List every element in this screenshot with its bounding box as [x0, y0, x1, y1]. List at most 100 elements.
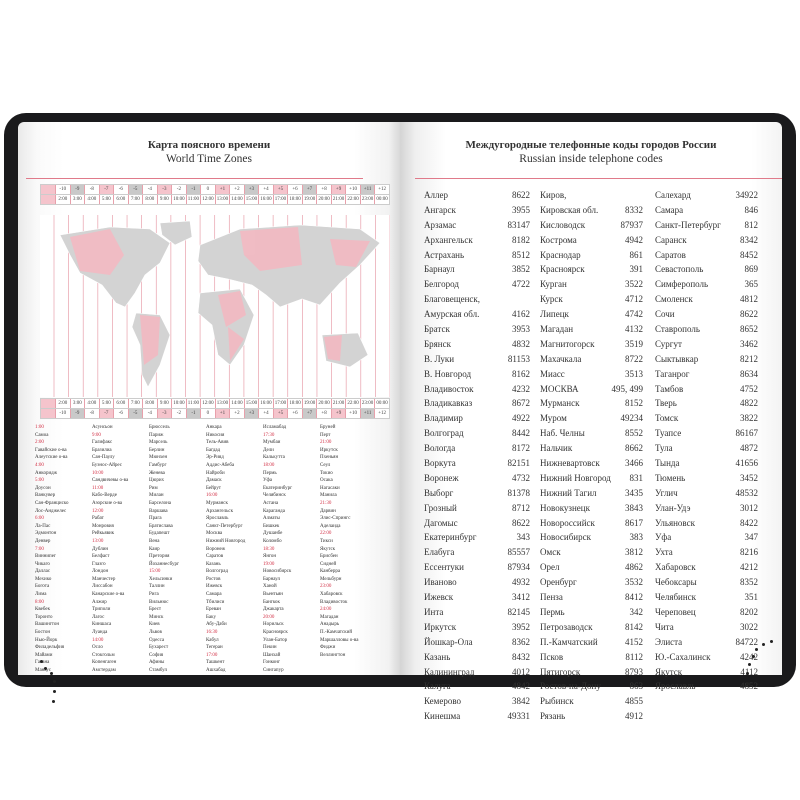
phone-code: 4752	[740, 383, 758, 394]
timezone-offset: +8	[316, 409, 331, 418]
cord-dot	[748, 663, 751, 666]
city-name: Лиссабон	[92, 584, 113, 590]
city-name: Одесса	[149, 637, 165, 643]
city-name: В. Луки	[424, 353, 455, 364]
city-name: Анкоридж	[35, 470, 58, 476]
phone-code: 3955	[512, 204, 530, 215]
phone-code: 84722	[735, 636, 759, 647]
city-column: Бруней Перт 21:00 Иркутск Пхеньян Сеул Токио Ос…	[320, 424, 378, 659]
city-name: Гавайские о-ва	[35, 447, 67, 453]
phone-code: 3532	[625, 577, 643, 588]
phone-code: 8432	[512, 651, 530, 662]
city-name: Миасс	[540, 368, 565, 379]
city-name: Хабаровск	[655, 562, 696, 573]
code-row: Владимир 4922	[424, 411, 530, 426]
city-name: Мурманск	[206, 500, 228, 506]
code-row: Ессентуки 87934	[424, 560, 530, 575]
timezone-offset: +1	[214, 409, 230, 418]
city-name: Архангельск	[424, 234, 473, 245]
title-divider	[415, 178, 782, 179]
city-name: Доусон	[35, 485, 51, 491]
time-heading: 1:00	[35, 425, 44, 430]
timezone-time: 15:00	[243, 399, 259, 408]
cord-dot	[770, 640, 773, 643]
phone-code: 8442	[512, 428, 530, 439]
phone-code: 342	[629, 606, 644, 617]
code-row: Саратов 8452	[655, 248, 758, 263]
city-name: Тында	[655, 458, 680, 469]
city-name: Тюмень	[655, 472, 686, 483]
city-name: Тель-Авив	[206, 440, 229, 446]
phone-code: 8342	[740, 234, 758, 245]
phone-code: 8216	[740, 547, 758, 558]
city-name: Калининград	[424, 666, 475, 677]
city-name: Сеул	[320, 462, 331, 468]
timezone-pad	[41, 409, 55, 418]
city-name: Алматы	[263, 516, 280, 522]
city-name: Иркутск	[320, 447, 338, 453]
city-name: Львов	[149, 630, 162, 636]
city-name: Триполи	[92, 607, 111, 613]
timezone-time: 5:00	[98, 399, 114, 408]
city-name: Веллингтон	[320, 652, 346, 658]
code-row: Ангарск 3955	[424, 203, 530, 218]
code-row: Ярославль 4852	[655, 679, 758, 694]
timezone-offset: -10	[55, 409, 70, 418]
city-name: Магнитогорск	[540, 338, 595, 349]
timezone-offset: +10	[345, 409, 360, 418]
city-name: Казань	[424, 651, 451, 662]
city-name: Самара	[655, 204, 684, 215]
code-column: Салехард 34922 Самара 846 Санкт-Петербург 812…	[655, 188, 758, 694]
city-name: Сидней	[320, 561, 337, 567]
city-name: Чикаго	[35, 561, 50, 567]
code-column: Киров, Кировская обл. 8332 Кисловодск 87937 К…	[540, 188, 643, 724]
code-row: Кемерово 3842	[424, 694, 530, 709]
city-name: Омск	[540, 547, 561, 558]
city-name: Пхеньян	[320, 455, 339, 461]
time-heading: 16:00	[206, 493, 218, 499]
time-heading: 19:00	[263, 561, 275, 567]
code-row: МОСКВА 495, 499	[540, 382, 643, 397]
timezone-offset: -1	[185, 185, 201, 194]
code-row: Воронеж 4732	[424, 471, 530, 486]
city-name: Петрозаводск	[540, 621, 593, 632]
city-name: Лагос	[92, 614, 105, 620]
time-heading: 7:00	[35, 546, 44, 552]
timezone-offset: -2	[171, 185, 186, 194]
timezone-time: 17:00	[272, 195, 288, 204]
timezone-offset: +4	[258, 409, 273, 418]
city-name: Таганрог	[655, 368, 690, 379]
timezone-time: 6:00	[113, 195, 128, 204]
timezone-offset: -10	[55, 185, 70, 194]
city-name: Самоа	[35, 432, 49, 438]
code-row: Архангельск 8182	[424, 233, 530, 248]
code-row: Муром 49234	[540, 411, 643, 426]
cord-dot	[755, 648, 758, 651]
phone-code: 41656	[735, 458, 759, 469]
phone-code: 8652	[740, 324, 758, 335]
phone-code: 3012	[740, 502, 758, 513]
phone-code: 4132	[625, 324, 643, 335]
code-row: Астрахань 8512	[424, 248, 530, 263]
code-row: Аллер 8622	[424, 188, 530, 203]
time-heading: 10:00	[92, 470, 104, 476]
phone-code: 87937	[620, 219, 644, 230]
city-name: Смоленск	[655, 294, 693, 305]
time-heading: 11:00	[92, 485, 104, 491]
city-name: Арзамас	[424, 219, 457, 230]
phone-code: 8634	[740, 368, 758, 379]
city-name: Даллас	[35, 569, 51, 575]
code-row: Благовещенск,	[424, 292, 530, 307]
cord-dot	[50, 672, 53, 675]
city-name: Лима	[35, 592, 47, 598]
phone-code: 383	[629, 532, 644, 543]
city-column: Анкара Никосия Тель-Авив Багдад Эр-Рияд Аддис…	[206, 424, 264, 675]
city-name: Рыбинск	[540, 696, 574, 707]
time-heading: 6:00	[35, 516, 44, 522]
city-name: Гамбург	[149, 462, 167, 468]
timezone-time: 2:00	[55, 195, 70, 204]
code-row: В. Луки 81153	[424, 352, 530, 367]
timezone-times-top: 2:00 3:00 4:00 5:00 6:00 7:00 8:00 9:00 10:00 11:…	[40, 194, 390, 205]
left-page-title: Карта поясного времени	[147, 139, 271, 151]
city-name: Ташкент	[206, 660, 225, 666]
